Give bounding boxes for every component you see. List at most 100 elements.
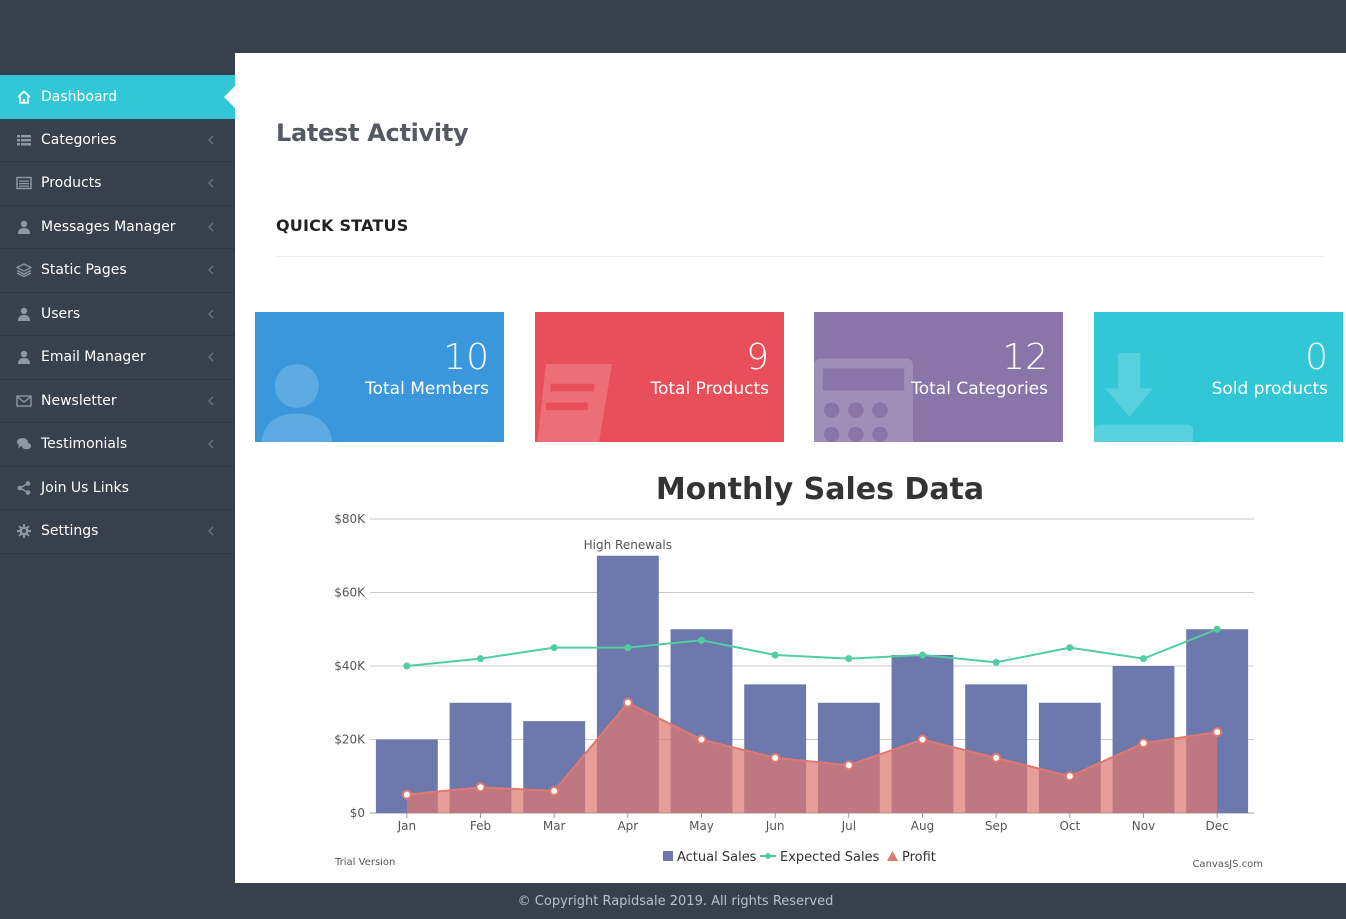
x-tick-label: Apr <box>617 819 638 833</box>
y-tick-label: $60K <box>334 586 366 600</box>
total-members-card[interactable]: 10 Total Members <box>255 312 504 442</box>
total-members-label: Total Members <box>365 379 489 399</box>
profit-line <box>406 701 1218 796</box>
home-icon <box>14 89 34 105</box>
sidebar-item-label: Categories <box>41 131 117 148</box>
divider <box>276 256 1323 257</box>
sidebar-item-join-us-links[interactable]: Join Us Links <box>0 467 235 510</box>
bar-annotation: High Renewals <box>584 538 672 552</box>
chevron-left-icon <box>207 352 215 362</box>
profit-point <box>401 789 412 800</box>
y-tick-label: $20K <box>334 733 366 747</box>
profit-point <box>696 734 707 745</box>
canvasjs-watermark: CanvasJS.com <box>1192 859 1263 870</box>
chevron-left-icon <box>207 396 215 406</box>
profit-point <box>622 697 633 708</box>
total-products-value: 9 <box>746 337 769 378</box>
sidebar-item-testimonials[interactable]: Testimonials <box>0 423 235 467</box>
profit-area <box>406 702 1218 813</box>
sidebar-item-label: Static Pages <box>41 262 127 279</box>
sidebar-item-label: Products <box>41 175 102 192</box>
sidebar-item-label: Users <box>41 305 81 322</box>
calculator-icon <box>814 358 913 442</box>
legend-actual-sales: Actual Sales <box>677 850 757 865</box>
chevron-left-icon <box>207 309 215 319</box>
sidebar-item-dashboard[interactable]: Dashboard <box>0 75 235 119</box>
x-tick-label: Mar <box>543 819 566 833</box>
chart-title: Monthly Sales Data <box>656 472 984 507</box>
sidebar-item-label: Newsletter <box>41 392 117 409</box>
x-tick-label: Dec <box>1206 819 1229 833</box>
expected-sales-line <box>406 628 1218 667</box>
user-icon <box>14 349 34 365</box>
legend-profit-swatch <box>887 851 898 861</box>
sidebar-item-label: Settings <box>41 523 99 540</box>
profit-point <box>991 752 1002 763</box>
x-tick-label: Sep <box>985 819 1008 833</box>
expected-sales-point <box>992 658 1000 666</box>
profit-point <box>1138 738 1149 749</box>
x-tick-label: Jan <box>397 819 417 833</box>
user-icon <box>14 219 34 235</box>
sidebar-item-label: Messages Manager <box>41 218 176 235</box>
legend-profit: Profit <box>902 850 936 865</box>
sidebar-item-label: Dashboard <box>41 88 117 105</box>
total-categories-value: 12 <box>1002 337 1048 378</box>
sidebar-item-messages-manager[interactable]: Messages Manager <box>0 206 235 249</box>
user-icon <box>261 364 333 442</box>
expected-sales-point <box>771 651 779 659</box>
profit-point <box>549 785 560 796</box>
chevron-left-icon <box>207 265 215 275</box>
page-title: Latest Activity <box>276 119 469 147</box>
main-content: Latest Activity QUICK STATUS 10 Total Me… <box>235 53 1346 883</box>
profit-point <box>917 734 928 745</box>
expected-sales-point <box>1140 655 1147 663</box>
sold-products-card[interactable]: 0 Sold products <box>1094 312 1343 442</box>
profit-point <box>1064 771 1075 782</box>
legend-actual-sales-swatch <box>663 851 673 861</box>
x-tick-label: Nov <box>1132 819 1155 833</box>
expected-sales-point <box>550 644 558 652</box>
y-tick-label: $80K <box>334 512 366 526</box>
profit-point <box>770 752 781 763</box>
sidebar-item-products[interactable]: Products <box>0 162 235 206</box>
chevron-left-icon <box>207 439 215 449</box>
monthly-sales-chart: Monthly Sales Data $0 $20K $40K $60K $80K High… <box>334 472 1263 870</box>
profit-point <box>843 760 854 771</box>
quick-status-heading: QUICK STATUS <box>276 216 409 235</box>
total-members-value: 10 <box>443 337 489 378</box>
x-tick-label: Oct <box>1059 819 1080 833</box>
profit-point <box>1212 727 1223 738</box>
sidebar-item-settings[interactable]: Settings <box>0 510 235 554</box>
legend-expected-sales: Expected Sales <box>780 850 880 865</box>
sidebar-item-users[interactable]: Users <box>0 293 235 336</box>
legend-expected-sales-marker <box>765 853 771 859</box>
sidebar-item-static-pages[interactable]: Static Pages <box>0 249 235 293</box>
expected-sales-point <box>403 662 411 670</box>
sidebar-item-email-manager[interactable]: Email Manager <box>0 336 235 380</box>
x-tick-label: Aug <box>911 819 934 833</box>
sidebar-item-label: Join Us Links <box>41 479 129 496</box>
total-categories-card[interactable]: 12 Total Categories <box>814 312 1063 442</box>
expected-sales-point <box>477 655 484 663</box>
gear-icon <box>14 523 34 539</box>
total-products-card[interactable]: 9 Total Products <box>535 312 784 442</box>
product-list-icon <box>14 175 34 191</box>
expected-sales-point <box>1066 644 1074 652</box>
comments-icon <box>14 436 34 452</box>
sidebar-item-newsletter[interactable]: Newsletter <box>0 380 235 423</box>
layers-icon <box>14 262 34 278</box>
user-icon <box>14 306 34 322</box>
sidebar: Dashboard Categories Products Messages Mana… <box>0 75 235 554</box>
sidebar-item-categories[interactable]: Categories <box>0 119 235 162</box>
x-tick-label: Feb <box>470 819 491 833</box>
footer: © Copyright Rapidsale 2019. All rights R… <box>0 883 1346 919</box>
expected-sales-point <box>698 636 705 644</box>
y-tick-label: $0 <box>350 806 365 820</box>
expected-sales-point <box>919 651 926 659</box>
sold-products-label: Sold products <box>1211 379 1328 399</box>
expected-sales-point <box>845 655 853 663</box>
chevron-left-icon <box>207 135 215 145</box>
x-tick-label: Jun <box>765 819 785 833</box>
expected-sales-point <box>1213 625 1221 633</box>
